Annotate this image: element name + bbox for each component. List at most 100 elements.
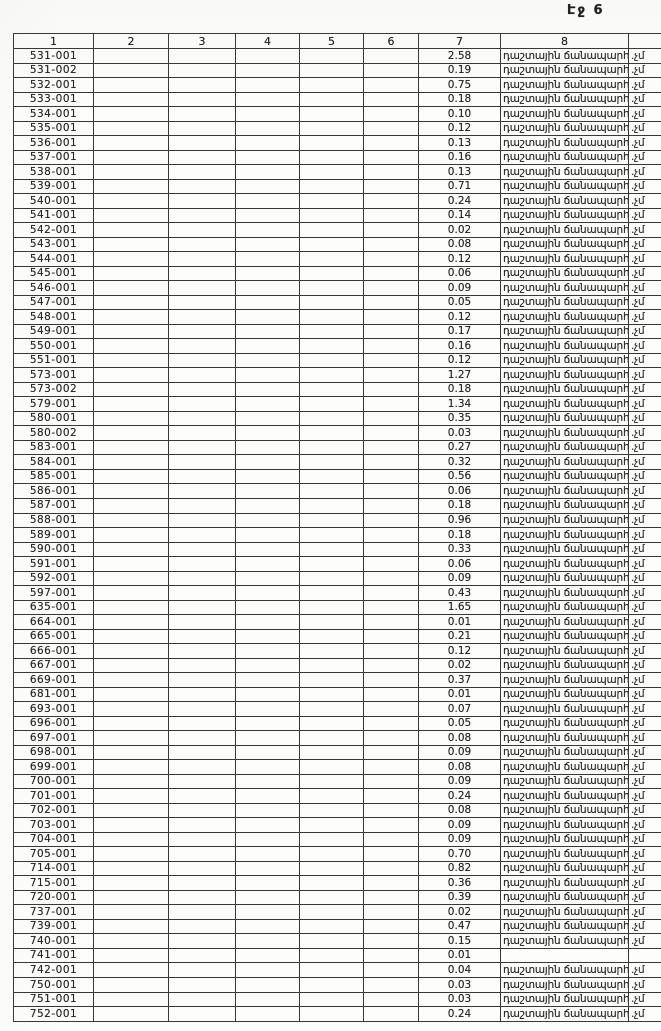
cell-parcel-id: 586-001	[13, 483, 94, 499]
cell-parcel-id: 587-001	[13, 498, 94, 514]
cell-empty-3	[168, 628, 236, 645]
edge-header-spacer	[628, 33, 661, 49]
cell-empty-5	[299, 599, 364, 616]
cell-empty-2	[93, 933, 169, 949]
cell-area-value: 0.09	[418, 831, 501, 848]
cell-parcel-id: 597-001	[13, 585, 94, 601]
cell-empty-6	[363, 773, 419, 790]
cell-empty-6	[363, 135, 419, 151]
cell-empty-5	[299, 338, 364, 354]
cell-empty-6	[363, 991, 419, 1008]
cell-empty-3	[168, 338, 236, 354]
cell-empty-6	[363, 381, 419, 398]
cell-empty-3	[168, 860, 236, 877]
cell-area-value: 0.18	[418, 498, 501, 514]
cell-edge-fragment: .չմ	[628, 498, 661, 514]
cell-parcel-id: 701-001	[13, 788, 94, 804]
cell-empty-6	[363, 251, 419, 267]
cell-empty-5	[299, 77, 364, 93]
cell-land-use: դաշտային ճանապարհ	[500, 294, 629, 311]
cell-empty-3	[168, 933, 236, 949]
cell-empty-4	[235, 788, 300, 804]
cell-empty-5	[299, 309, 364, 325]
cell-empty-4	[235, 628, 300, 645]
table-row: 750-001 0.03 դաշտային ճանապարհ .չմ	[13, 977, 661, 993]
cell-parcel-id: 635-001	[13, 599, 94, 616]
cell-land-use: դաշտային ճանապարհ	[500, 802, 629, 819]
cell-empty-6	[363, 48, 419, 64]
cell-empty-5	[299, 367, 364, 383]
cell-empty-2	[93, 614, 169, 630]
cell-empty-6	[363, 759, 419, 775]
cell-empty-4	[235, 512, 300, 528]
cell-parcel-id: 584-001	[13, 454, 94, 470]
cell-edge-fragment: .չմ	[628, 207, 661, 224]
cell-empty-5	[299, 672, 364, 688]
cell-empty-5	[299, 788, 364, 804]
cell-land-use: դաշտային ճանապարհ	[500, 541, 629, 558]
cell-area-value: 0.10	[418, 106, 501, 122]
cell-empty-6	[363, 556, 419, 572]
cell-empty-5	[299, 947, 364, 964]
cell-edge-fragment: .չմ	[628, 135, 661, 151]
cell-empty-5	[299, 454, 364, 470]
cell-area-value: 0.24	[418, 193, 501, 209]
cell-land-use: դաշտային ճանապարհ	[500, 512, 629, 528]
cell-empty-3	[168, 570, 236, 587]
cell-empty-2	[93, 527, 169, 543]
cell-empty-4	[235, 106, 300, 122]
cell-area-value: 0.96	[418, 512, 501, 528]
cell-empty-6	[363, 672, 419, 688]
cell-empty-6	[363, 483, 419, 499]
cell-empty-6	[363, 860, 419, 877]
cell-parcel-id: 580-001	[13, 410, 94, 427]
cell-empty-4	[235, 541, 300, 558]
cell-empty-2	[93, 599, 169, 616]
cell-area-value: 0.56	[418, 468, 501, 485]
cell-land-use: դաշտային ճանապարհ	[500, 918, 629, 935]
cell-edge-fragment: .չմ	[628, 817, 661, 833]
cell-empty-5	[299, 251, 364, 267]
cell-area-value: 2.58	[418, 48, 501, 64]
cell-empty-5	[299, 846, 364, 862]
cell-empty-3	[168, 62, 236, 79]
cell-empty-5	[299, 570, 364, 587]
cell-parcel-id: 739-001	[13, 918, 94, 935]
cell-empty-3	[168, 164, 236, 180]
cell-empty-2	[93, 860, 169, 877]
cell-empty-5	[299, 701, 364, 717]
cell-empty-5	[299, 48, 364, 64]
cell-land-use: դաշտային ճանապարհ	[500, 381, 629, 398]
cell-area-value: 0.15	[418, 933, 501, 949]
cell-empty-5	[299, 483, 364, 499]
cell-empty-6	[363, 106, 419, 122]
column-header: 4	[235, 33, 300, 49]
cell-area-value: 0.47	[418, 918, 501, 935]
cell-empty-3	[168, 527, 236, 543]
cell-empty-3	[168, 91, 236, 108]
cell-empty-2	[93, 62, 169, 79]
cell-edge-fragment: .չմ	[628, 396, 661, 412]
cell-empty-2	[93, 91, 169, 108]
cell-empty-5	[299, 657, 364, 674]
column-header: 6	[363, 33, 419, 49]
cell-empty-2	[93, 875, 169, 891]
cell-area-value: 0.01	[418, 686, 501, 703]
cell-empty-4	[235, 367, 300, 383]
cell-empty-6	[363, 614, 419, 630]
table-row: 580-001 0.35 դաշտային ճանապարհ .չմ	[13, 410, 661, 427]
cell-parcel-id: 667-001	[13, 657, 94, 674]
cell-edge-fragment: .չմ	[628, 686, 661, 703]
cell-empty-3	[168, 672, 236, 688]
cell-empty-2	[93, 788, 169, 804]
cell-edge-fragment: .չմ	[628, 468, 661, 485]
cell-empty-2	[93, 831, 169, 848]
cell-edge-fragment: .չմ	[628, 294, 661, 311]
cell-empty-5	[299, 91, 364, 108]
cell-land-use: դաշտային ճանապարհ	[500, 889, 629, 906]
cell-land-use: դաշտային ճանապարհ	[500, 701, 629, 717]
cell-empty-4	[235, 875, 300, 891]
cell-empty-4	[235, 236, 300, 253]
cell-empty-2	[93, 991, 169, 1008]
